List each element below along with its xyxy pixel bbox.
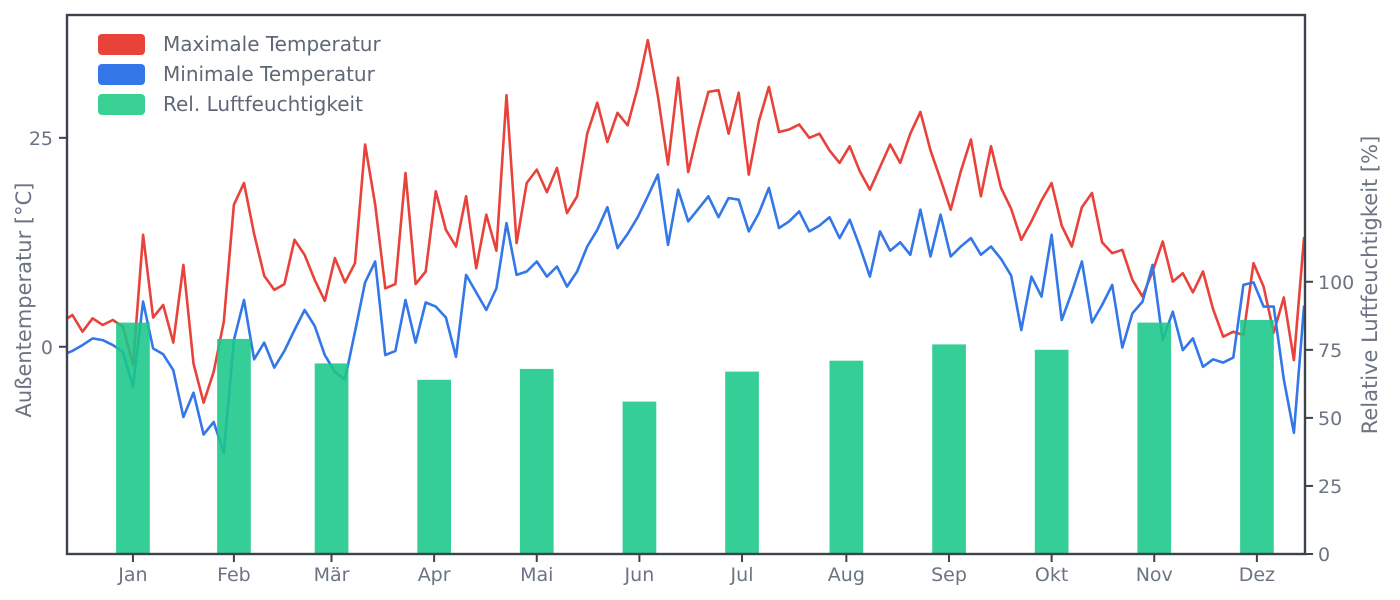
month-label-sep: Sep xyxy=(931,564,967,586)
humidity-bar-dez xyxy=(1240,319,1274,554)
legend-label-min-temp: Minimale Temperatur xyxy=(163,62,376,86)
humidity-bar-jan xyxy=(116,322,150,554)
legend-label-humidity: Rel. Luftfeuchtigkeit xyxy=(163,92,363,116)
month-label-jun: Jun xyxy=(624,564,655,586)
humidity-bar-mai xyxy=(519,368,554,554)
legend-swatch-min-temp xyxy=(98,64,145,85)
legend: Maximale Temperatur Minimale Temperatur … xyxy=(98,32,381,116)
right-axis-title: Relative Luftfeuchtigkeit [%] xyxy=(1358,136,1382,435)
month-label-nov: Nov xyxy=(1136,564,1173,586)
legend-swatch-humidity xyxy=(98,94,145,115)
month-label-okt: Okt xyxy=(1035,564,1068,586)
month-label-aug: Aug xyxy=(828,564,865,586)
humidity-bar-okt xyxy=(1034,349,1069,554)
humidity-bar-apr xyxy=(417,379,451,554)
right-tick-label-25: 25 xyxy=(1318,476,1342,498)
axes-group: 0 25 0 25 50 75 100 Jan Feb Mär Apr Mai Jun Jul Aug Sep… xyxy=(29,13,1354,586)
humidity-bar-sep xyxy=(932,344,966,554)
month-label-apr: Apr xyxy=(418,564,451,586)
right-tick-label-50: 50 xyxy=(1318,408,1342,430)
temperature-lines-group xyxy=(67,38,1305,455)
legend-swatch-max-temp xyxy=(98,34,145,55)
humidity-bar-mär xyxy=(314,363,349,554)
month-label-mär: Mär xyxy=(314,564,350,586)
right-tick-label-100: 100 xyxy=(1318,272,1354,294)
month-label-jul: Jul xyxy=(730,564,754,586)
legend-label-max-temp: Maximale Temperatur xyxy=(163,32,381,56)
month-label-jan: Jan xyxy=(117,564,147,586)
humidity-bar-jul xyxy=(725,371,759,554)
left-tick-label-0: 0 xyxy=(41,337,53,359)
humidity-bar-jun xyxy=(622,401,657,554)
humidity-bar-feb xyxy=(217,338,251,554)
month-label-mai: Mai xyxy=(520,564,553,586)
min-temp-line xyxy=(67,173,1305,455)
humidity-bar-nov xyxy=(1137,322,1172,554)
humidity-bar-aug xyxy=(829,360,864,554)
month-label-feb: Feb xyxy=(217,564,251,586)
plot-frame xyxy=(65,13,1307,556)
right-tick-label-75: 75 xyxy=(1318,340,1342,362)
month-label-dez: Dez xyxy=(1239,564,1275,586)
max-temp-line xyxy=(67,38,1305,405)
right-tick-label-0: 0 xyxy=(1318,544,1330,566)
humidity-bars-group xyxy=(116,319,1274,554)
left-tick-label-25: 25 xyxy=(29,128,53,150)
left-axis-title: Außentemperatur [°C] xyxy=(12,183,36,418)
